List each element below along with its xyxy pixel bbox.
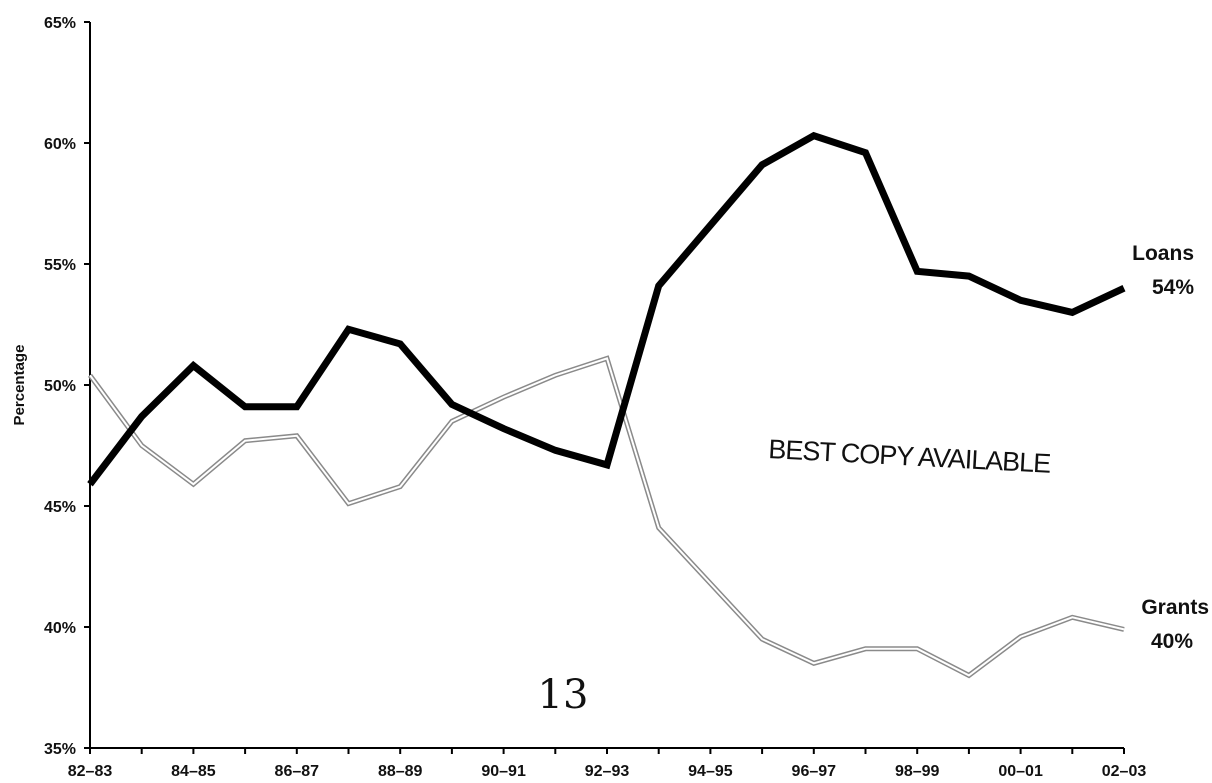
y-axis-label: Percentage [11,345,28,426]
y-tick-label: 55% [44,257,76,274]
grants-point-2 [191,482,195,486]
grants-series-label: Grants [1141,596,1209,619]
series-group [87,131,1126,679]
loans-series-label: Loans [1132,242,1194,265]
loans-point-6 [398,342,402,346]
grants-point-5 [347,502,351,506]
loans-point-10 [605,463,609,467]
y-tick-label: 45% [44,499,76,516]
best-copy-stamp: BEST COPY AVAILABLE [768,434,1051,479]
grants-point-12 [708,581,712,585]
x-tick-label: 86–87 [275,763,320,780]
grants-point-6 [398,485,402,489]
loans-point-16 [915,269,919,273]
loans-point-13 [760,163,764,167]
x-tick-label: 90–91 [481,763,526,780]
grants-point-15 [864,647,868,651]
grants-point-16 [915,647,919,651]
grants-point-10 [605,356,609,360]
loans-point-20 [1122,286,1126,290]
loans-point-17 [967,274,971,278]
y-tick-label: 60% [44,136,76,153]
grants-point-9 [553,373,557,377]
loans-point-3 [243,405,247,409]
loans-point-12 [708,223,712,227]
loans-point-1 [140,414,144,418]
grants-line [89,357,1125,677]
y-tick-label: 50% [44,378,76,395]
x-tick-label: 88–89 [378,763,423,780]
loans-point-14 [812,134,816,138]
grants-point-1 [140,444,144,448]
x-tick-label: 00–01 [998,763,1043,780]
loans-point-19 [1070,310,1074,314]
loans-point-4 [295,405,299,409]
loans-point-18 [1019,298,1023,302]
y-tick-label: 40% [44,620,76,637]
grants-point-13 [760,637,764,641]
grants-point-19 [1070,615,1074,619]
grants-point-20 [1122,627,1126,631]
grants-point-14 [812,661,816,665]
x-tick-group: 82–83 84–85 86–87 88–89 90–91 92–93 94–95 96–97… [68,748,1147,780]
x-tick-label: 92–93 [585,763,630,780]
loans-point-2 [191,364,195,368]
y-tick-label: 35% [44,741,76,758]
grants-point-4 [295,434,299,438]
loans-point-5 [347,327,351,331]
grants-point-8 [502,395,506,399]
axes [89,22,1124,749]
x-tick-label: 96–97 [792,763,837,780]
grants-point-18 [1019,635,1023,639]
x-tick-label: 82–83 [68,763,113,780]
y-tick-group: 35% 40% 45% 50% 55% 60% 65% [44,15,90,758]
y-tick-label: 65% [44,15,76,32]
loans-point-15 [864,151,868,155]
grants-point-3 [243,439,247,443]
x-tick-label: 98–99 [895,763,940,780]
data-points [88,134,1126,678]
loans-point-9 [553,448,557,452]
loans-point-0 [88,482,92,486]
grants-point-0 [88,373,92,377]
page-number: 13 [538,672,589,718]
loans-point-7 [450,402,454,406]
grants-point-11 [657,526,661,530]
loans-point-11 [657,284,661,288]
loans-end-value-label: 54% [1152,276,1194,299]
loans-point-8 [502,427,506,431]
x-tick-label: 84–85 [171,763,216,780]
grants-point-17 [967,673,971,677]
x-tick-label: 94–95 [688,763,733,780]
grants-end-value-label: 40% [1151,630,1193,653]
x-tick-label: 02–03 [1102,763,1147,780]
grants-point-7 [450,419,454,423]
loans-line [87,131,1126,487]
